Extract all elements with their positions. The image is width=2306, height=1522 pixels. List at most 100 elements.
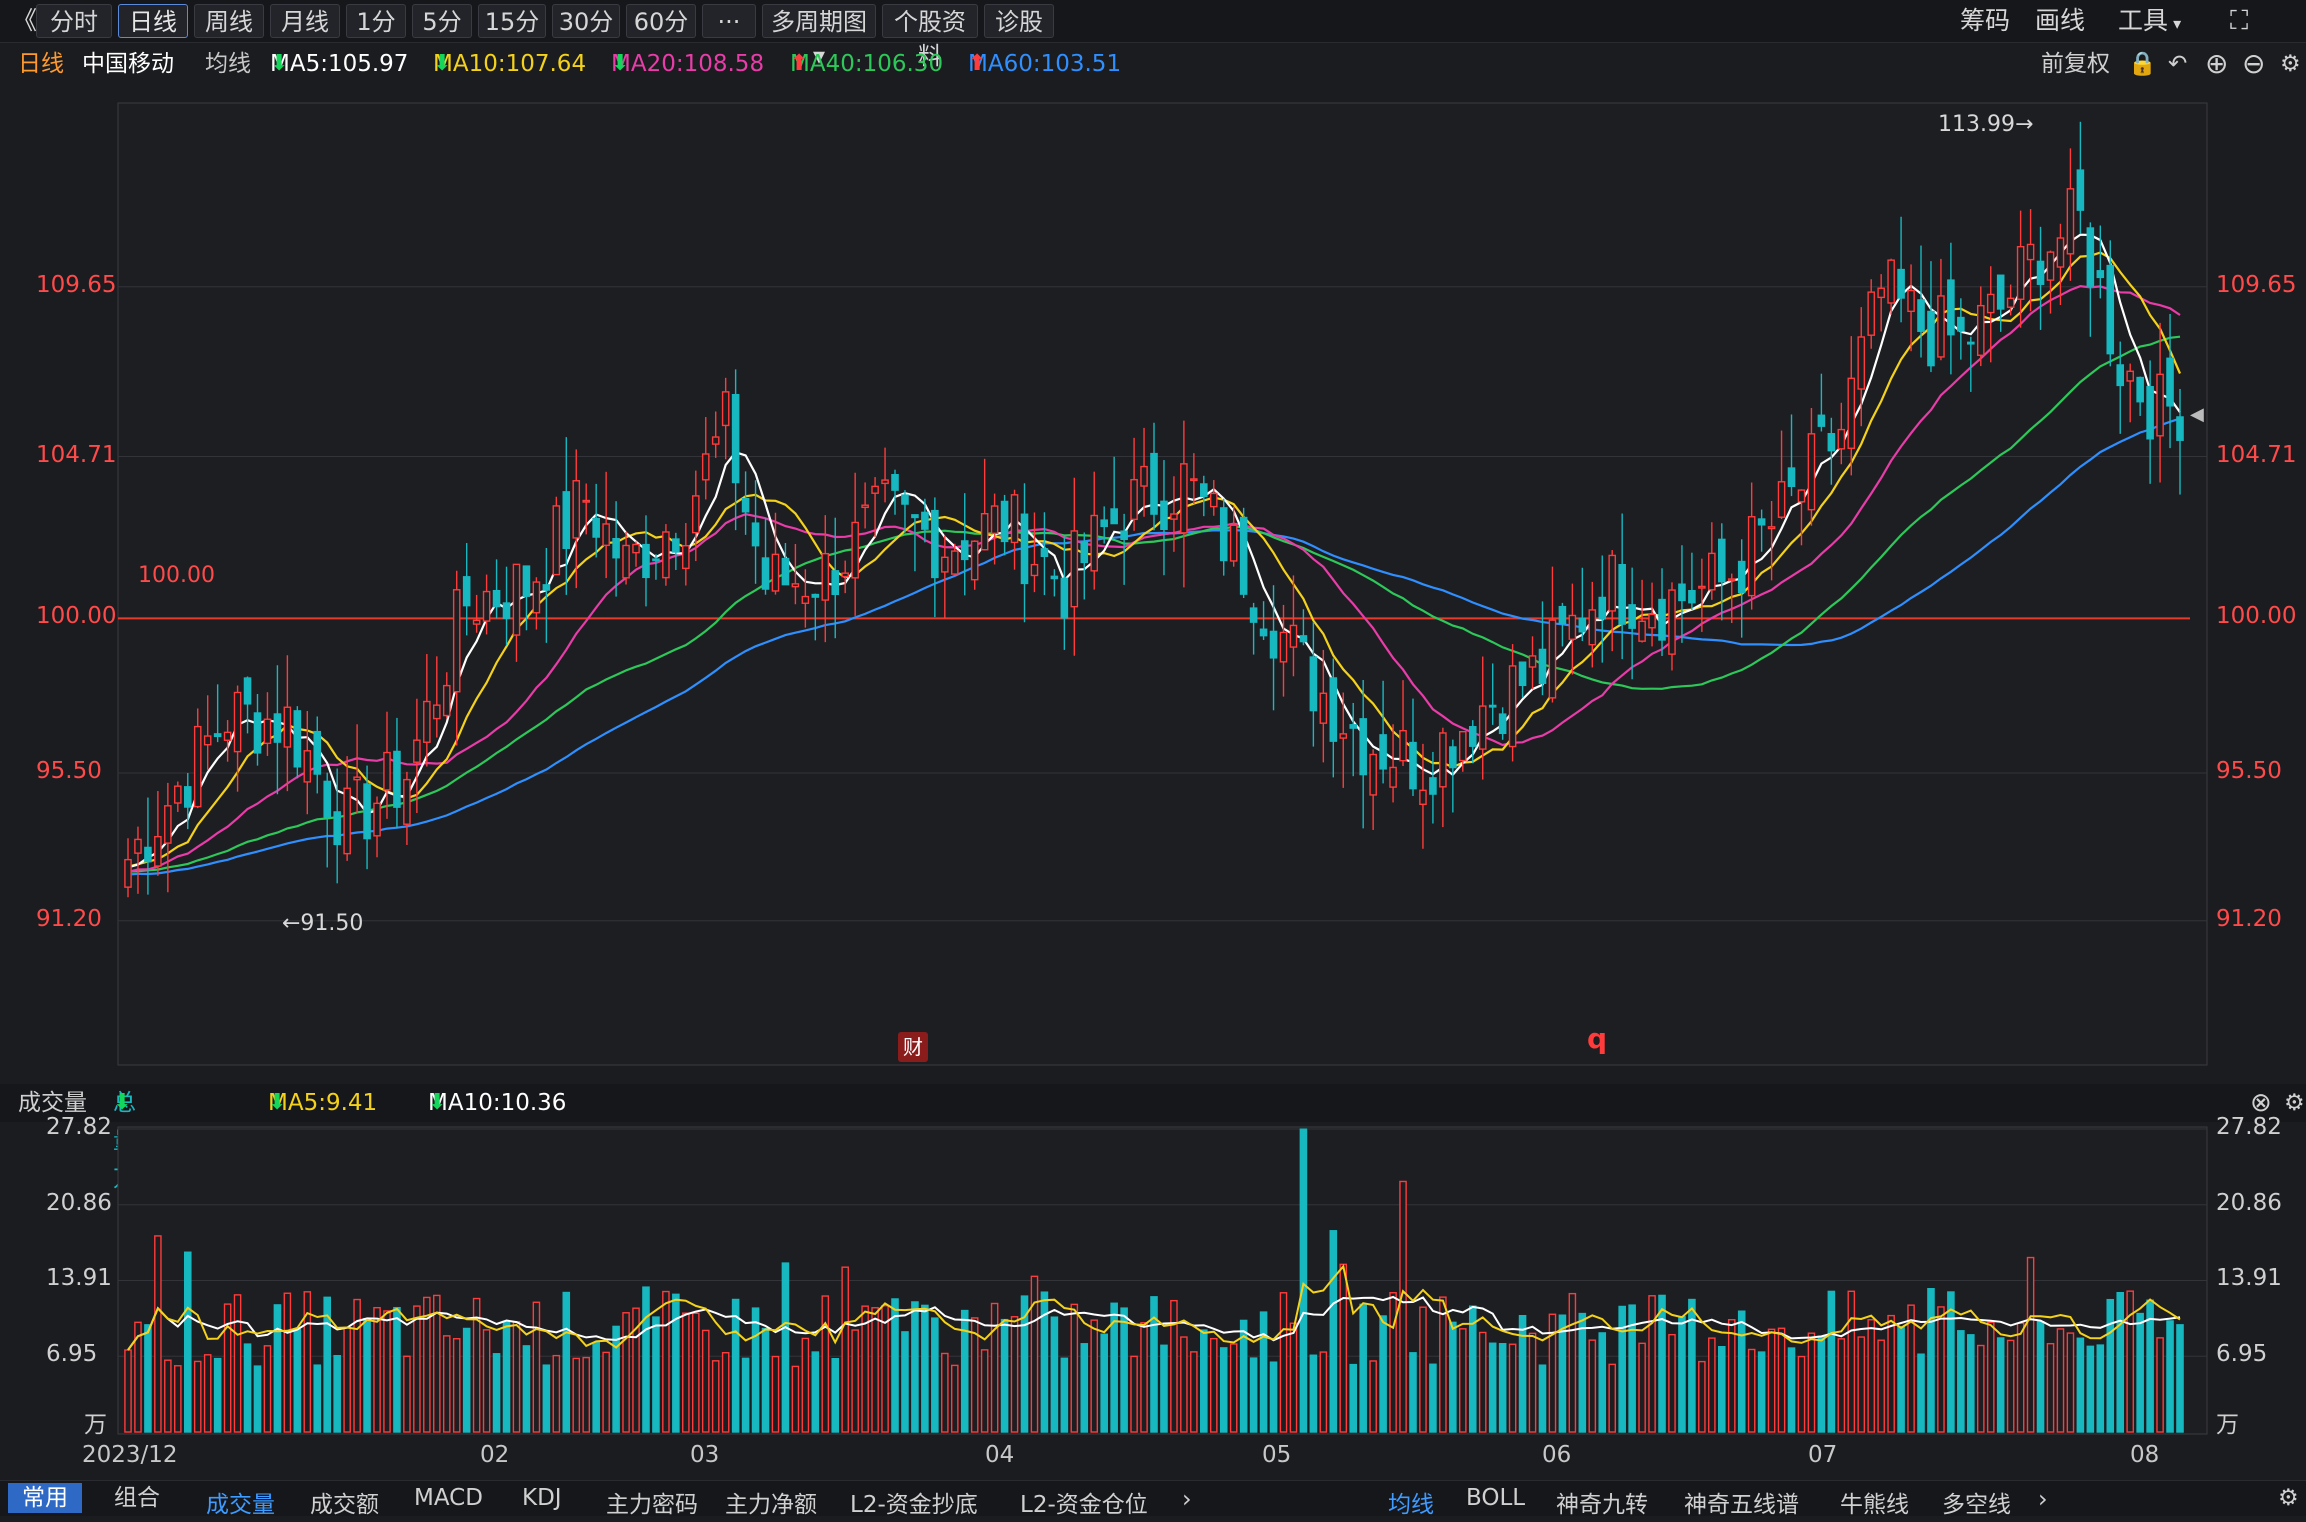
- period-button-8[interactable]: 60分: [626, 4, 696, 38]
- volume-bar-up: [711, 1360, 720, 1433]
- period-button-1[interactable]: 日线: [118, 4, 188, 38]
- indicator-tab[interactable]: 成交额: [310, 1492, 379, 1518]
- volume-bar-up: [433, 1294, 441, 1433]
- candlestick-chart[interactable]: [0, 0, 2306, 1085]
- restore-rights-button[interactable]: 前复权: [2041, 51, 2110, 77]
- volume-bar-up: [1837, 1338, 1846, 1433]
- tab-combination[interactable]: 组合: [114, 1485, 160, 1511]
- candle-down: [293, 710, 302, 768]
- close-panel-icon[interactable]: ⊗: [2250, 1088, 2272, 1118]
- volume-bar-down: [1110, 1302, 1118, 1433]
- period-button-2[interactable]: 周线: [194, 4, 264, 38]
- volume-bar-up: [1319, 1351, 1328, 1433]
- volume-chart[interactable]: [0, 1122, 2306, 1522]
- candle-down: [2086, 227, 2095, 287]
- volume-bar-up: [1130, 1355, 1138, 1433]
- overlay-tab[interactable]: 神奇九转: [1556, 1492, 1648, 1518]
- indicator-tab[interactable]: 主力净额: [725, 1492, 817, 1518]
- period-button-4[interactable]: 1分: [346, 4, 406, 38]
- volume-bar-down: [1737, 1310, 1746, 1433]
- period-button-10[interactable]: 多周期图 ▾: [762, 4, 876, 70]
- zoom-out-icon[interactable]: ⊖: [2242, 47, 2266, 80]
- ma-label[interactable]: 均线: [205, 51, 251, 77]
- candle-down: [1239, 516, 1248, 595]
- candle-up: [2016, 245, 2025, 300]
- overlay-tab[interactable]: 均线: [1388, 1492, 1434, 1518]
- tools-menu-button[interactable]: 工具 ▾: [2118, 6, 2182, 35]
- overlay-tab[interactable]: 牛熊线: [1840, 1492, 1909, 1518]
- candle-up: [1867, 291, 1875, 336]
- price-axis-label-right: 104.71: [2216, 441, 2297, 468]
- candle-down: [2116, 364, 2125, 387]
- indicator-tab[interactable]: L2-资金仓位: [1020, 1492, 1148, 1518]
- volume-bar-down: [1249, 1357, 1258, 1433]
- volume-bar-up: [1170, 1299, 1178, 1433]
- volume-bar-up: [263, 1345, 272, 1433]
- period-button-12[interactable]: 诊股: [984, 4, 1054, 38]
- q-event-marker[interactable]: q: [1587, 1022, 1608, 1055]
- overlay-tab[interactable]: 神奇五线谱: [1684, 1492, 1799, 1518]
- candle-up: [950, 550, 959, 575]
- volume-bar-up: [1339, 1263, 1348, 1433]
- zoom-in-icon[interactable]: ⊕: [2205, 47, 2229, 80]
- fullscreen-icon[interactable]: ⛶: [2230, 6, 2249, 36]
- lock-icon[interactable]: 🔒: [2128, 51, 2157, 77]
- undo-icon[interactable]: ↶: [2168, 51, 2188, 77]
- candle-up: [1857, 336, 1866, 390]
- volume-bar-down: [2086, 1345, 2095, 1433]
- period-button-6[interactable]: 15分: [478, 4, 546, 38]
- volume-bar-up: [691, 1312, 700, 1433]
- overlay-next-icon[interactable]: ›: [2038, 1485, 2048, 1513]
- indicator-tab[interactable]: MACD: [414, 1485, 483, 1511]
- settings-gear-icon[interactable]: ⚙: [2280, 51, 2301, 77]
- volume-bar-down: [1160, 1344, 1168, 1433]
- indicator-tab[interactable]: 成交量: [206, 1492, 275, 1518]
- period-button-11[interactable]: 个股资料: [882, 4, 978, 70]
- period-button-5[interactable]: 5分: [412, 4, 472, 38]
- volume-bar-up: [1907, 1304, 1915, 1433]
- volume-bar-down: [672, 1293, 680, 1433]
- candle-up: [1986, 293, 1995, 314]
- candle-up: [1170, 513, 1178, 520]
- candle-down: [1429, 777, 1437, 795]
- volume-bar-up: [1229, 1343, 1238, 1433]
- candle-up: [1459, 730, 1467, 762]
- volume-bar-up: [174, 1365, 182, 1433]
- candle-up: [2156, 373, 2164, 437]
- candle-up: [373, 802, 381, 837]
- tab-common[interactable]: 常用: [8, 1483, 82, 1513]
- candle-down: [1409, 741, 1417, 790]
- candle-up: [164, 805, 172, 844]
- period-button-7[interactable]: 30分: [552, 4, 620, 38]
- volume-bar-down: [393, 1306, 401, 1433]
- chip-distribution-button[interactable]: 筹码: [1960, 6, 2011, 35]
- candle-down: [323, 780, 332, 818]
- period-button-9[interactable]: ···: [702, 4, 756, 38]
- indicator-next-icon[interactable]: ›: [1182, 1485, 1192, 1513]
- volume-bar-down: [642, 1286, 650, 1433]
- indicator-tab[interactable]: L2-资金抄底: [850, 1492, 978, 1518]
- draw-line-button[interactable]: 画线: [2035, 6, 2086, 35]
- financial-report-badge[interactable]: 财: [898, 1032, 928, 1062]
- overlay-tab[interactable]: 多空线: [1942, 1492, 2011, 1518]
- bottom-settings-gear-icon[interactable]: ⚙: [2278, 1485, 2299, 1511]
- overlay-tab[interactable]: BOLL: [1466, 1485, 1526, 1511]
- up-arrow-icon: ⬆: [790, 51, 809, 76]
- indicator-tab[interactable]: 主力密码: [606, 1492, 698, 1518]
- candle-down: [731, 393, 740, 484]
- volume-bar-up: [1279, 1292, 1288, 1433]
- volume-bar-up: [383, 1310, 391, 1433]
- candle-up: [1807, 433, 1816, 511]
- period-button-3[interactable]: 月线: [270, 4, 340, 38]
- collapse-left-icon[interactable]: 《: [12, 6, 38, 35]
- stock-name[interactable]: 中国移动: [82, 51, 174, 77]
- candle-up: [861, 504, 869, 509]
- volume-bar-down: [1259, 1311, 1268, 1433]
- candle-up: [174, 785, 182, 804]
- volume-bar-up: [1209, 1337, 1218, 1433]
- candle-down: [1269, 630, 1278, 659]
- period-button-0[interactable]: 分时: [36, 4, 112, 38]
- indicator-tab[interactable]: KDJ: [522, 1485, 562, 1511]
- panel-settings-gear-icon[interactable]: ⚙: [2284, 1090, 2305, 1116]
- volume-title[interactable]: 成交量: [18, 1090, 87, 1116]
